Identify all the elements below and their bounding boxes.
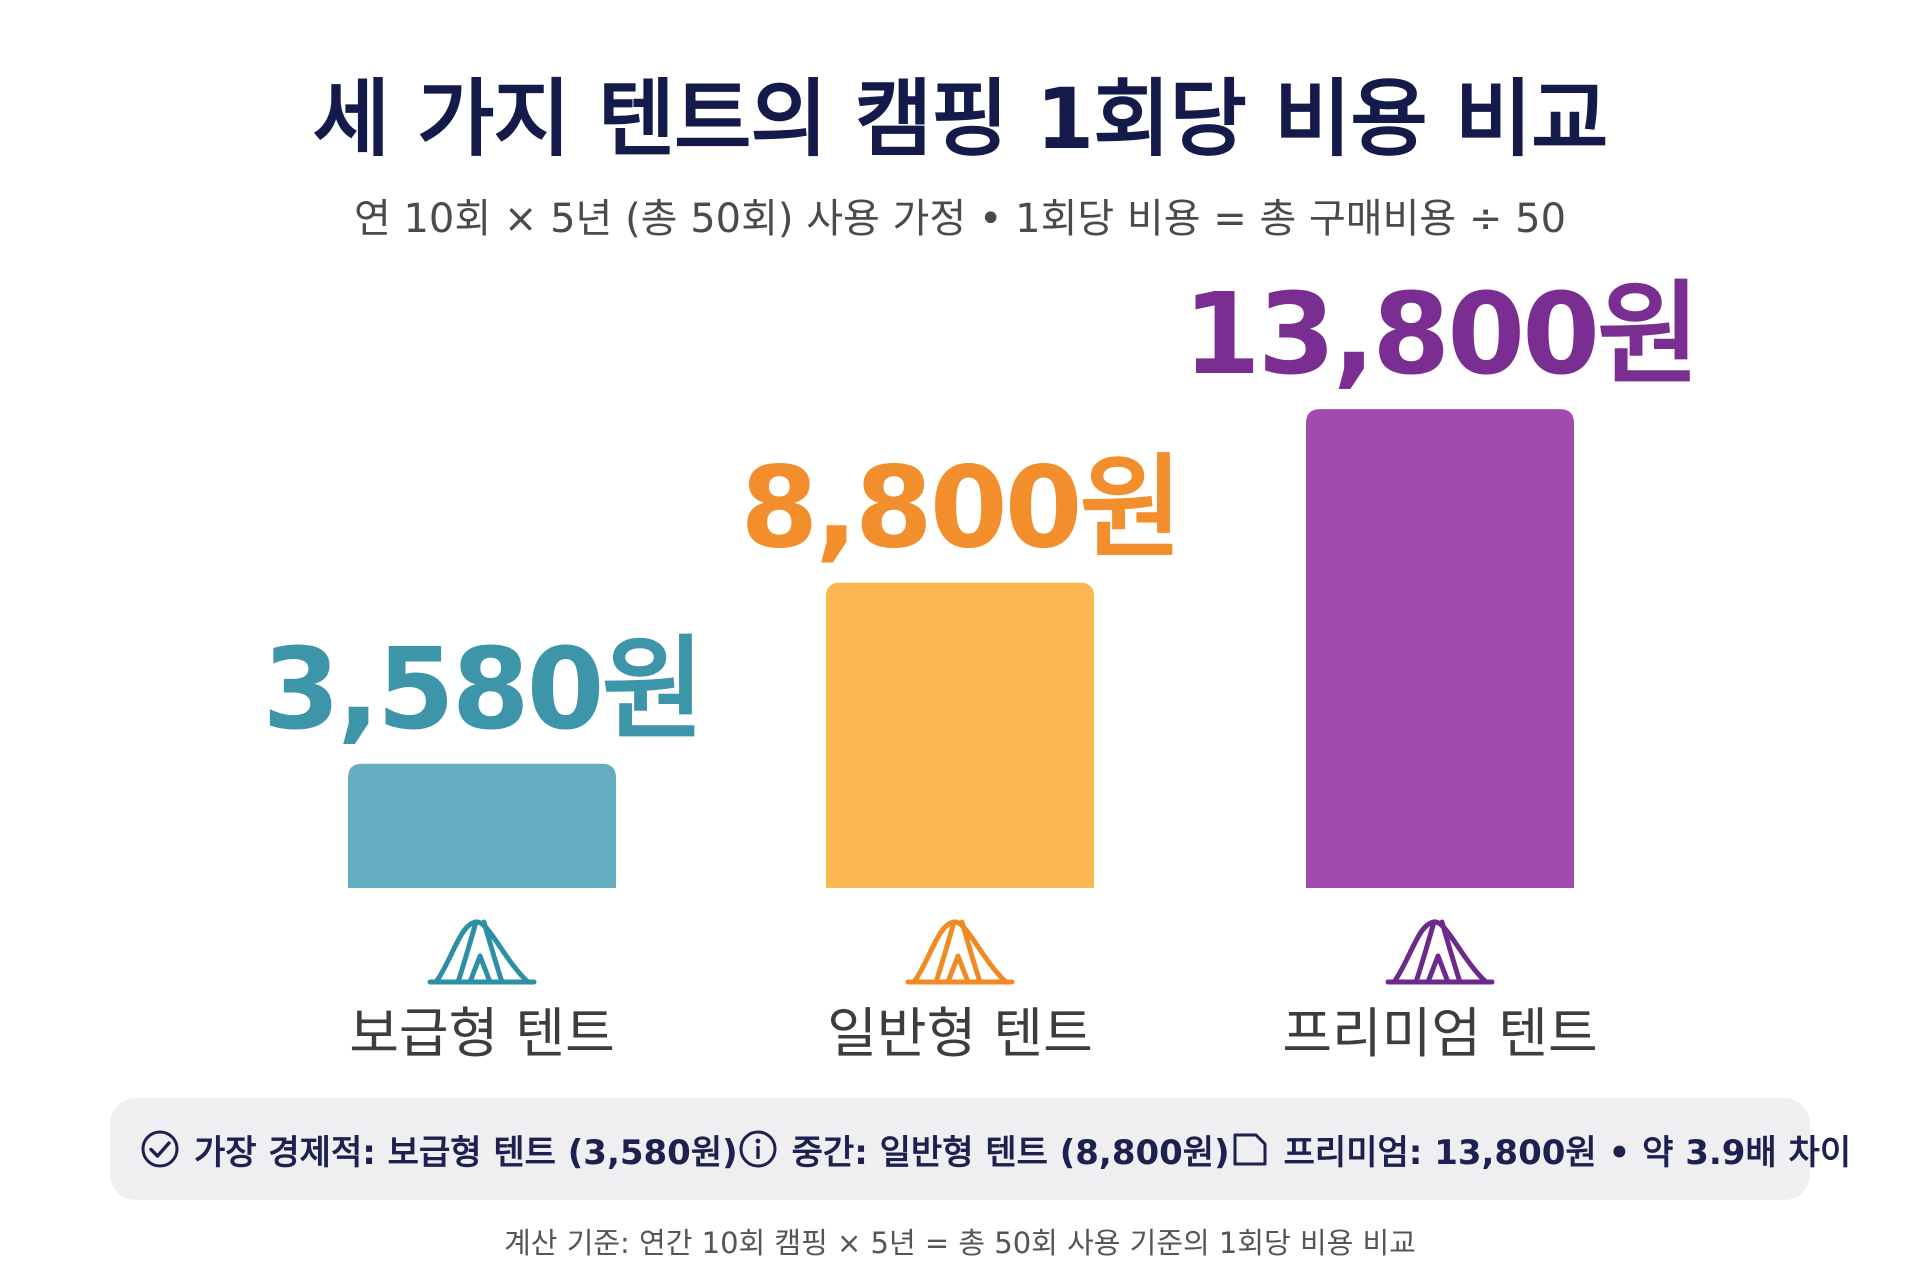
summary-item-premium: 프리미엄: 13,800원 • 약 3.9배 차이 xyxy=(1230,1125,1851,1174)
bar-0 xyxy=(348,763,616,888)
tent-icon xyxy=(1385,919,1495,985)
value-label-1: 8,800원 xyxy=(740,444,1179,574)
value-label-0: 3,580원 xyxy=(262,625,701,755)
summary-text-middle: 중간: 일반형 텐트 (8,800원) xyxy=(791,1132,1230,1173)
summary-item-cheapest: 가장 경제적: 보급형 텐트 (3,580원) xyxy=(140,1125,738,1174)
summary-bar: 가장 경제적: 보급형 텐트 (3,580원) 중간: 일반형 텐트 (8,80… xyxy=(110,1098,1851,1200)
bar-1 xyxy=(826,582,1094,888)
check-circle-icon xyxy=(141,1130,179,1168)
chart-subtitle: 연 10회 × 5년 (총 50회) 사용 가정 • 1회당 비용 = 총 구매… xyxy=(353,196,1567,242)
summary-text-premium: 프리미엄: 13,800원 • 약 3.9배 차이 xyxy=(1283,1132,1852,1173)
chart-title: 세 가지 텐트의 캠핑 1회당 비용 비교 xyxy=(312,70,1609,168)
value-label-2: 13,800원 xyxy=(1183,270,1697,400)
category-label-0: 보급형 텐트 xyxy=(349,1002,615,1065)
tent-icon xyxy=(427,919,537,985)
document-icon xyxy=(1233,1133,1267,1166)
category-label-2: 프리미엄 텐트 xyxy=(1282,1002,1597,1065)
category-label-1: 일반형 텐트 xyxy=(827,1002,1093,1065)
bar-2 xyxy=(1306,409,1574,888)
summary-item-middle: 중간: 일반형 텐트 (8,800원) xyxy=(738,1125,1230,1174)
footnote: 계산 기준: 연간 10회 캠핑 × 5년 = 총 50회 사용 기준의 1회당… xyxy=(504,1226,1416,1260)
info-circle-icon xyxy=(739,1130,777,1168)
summary-text-cheapest: 가장 경제적: 보급형 텐트 (3,580원) xyxy=(194,1132,738,1173)
tent-icon xyxy=(905,919,1015,985)
